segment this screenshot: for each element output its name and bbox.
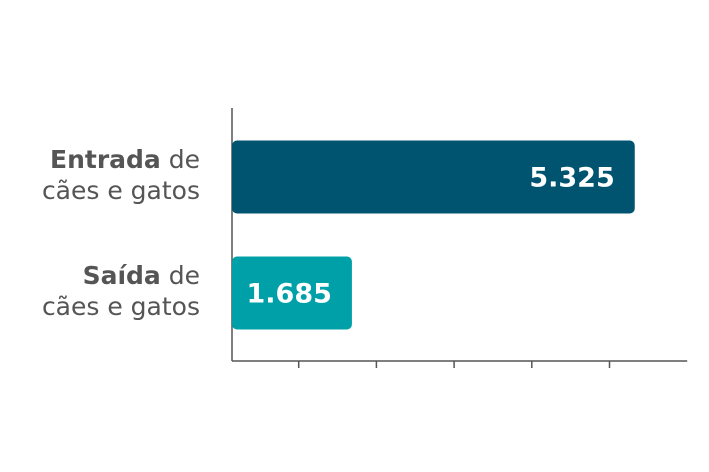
- bar: [232, 140, 635, 214]
- category-label: Entrada de cães e gatos: [42, 145, 200, 205]
- category-label: Saída de cães e gatos: [42, 261, 200, 321]
- value-label: 5.325: [529, 163, 614, 194]
- bar: [232, 256, 352, 330]
- value-label: 1.685: [247, 279, 332, 310]
